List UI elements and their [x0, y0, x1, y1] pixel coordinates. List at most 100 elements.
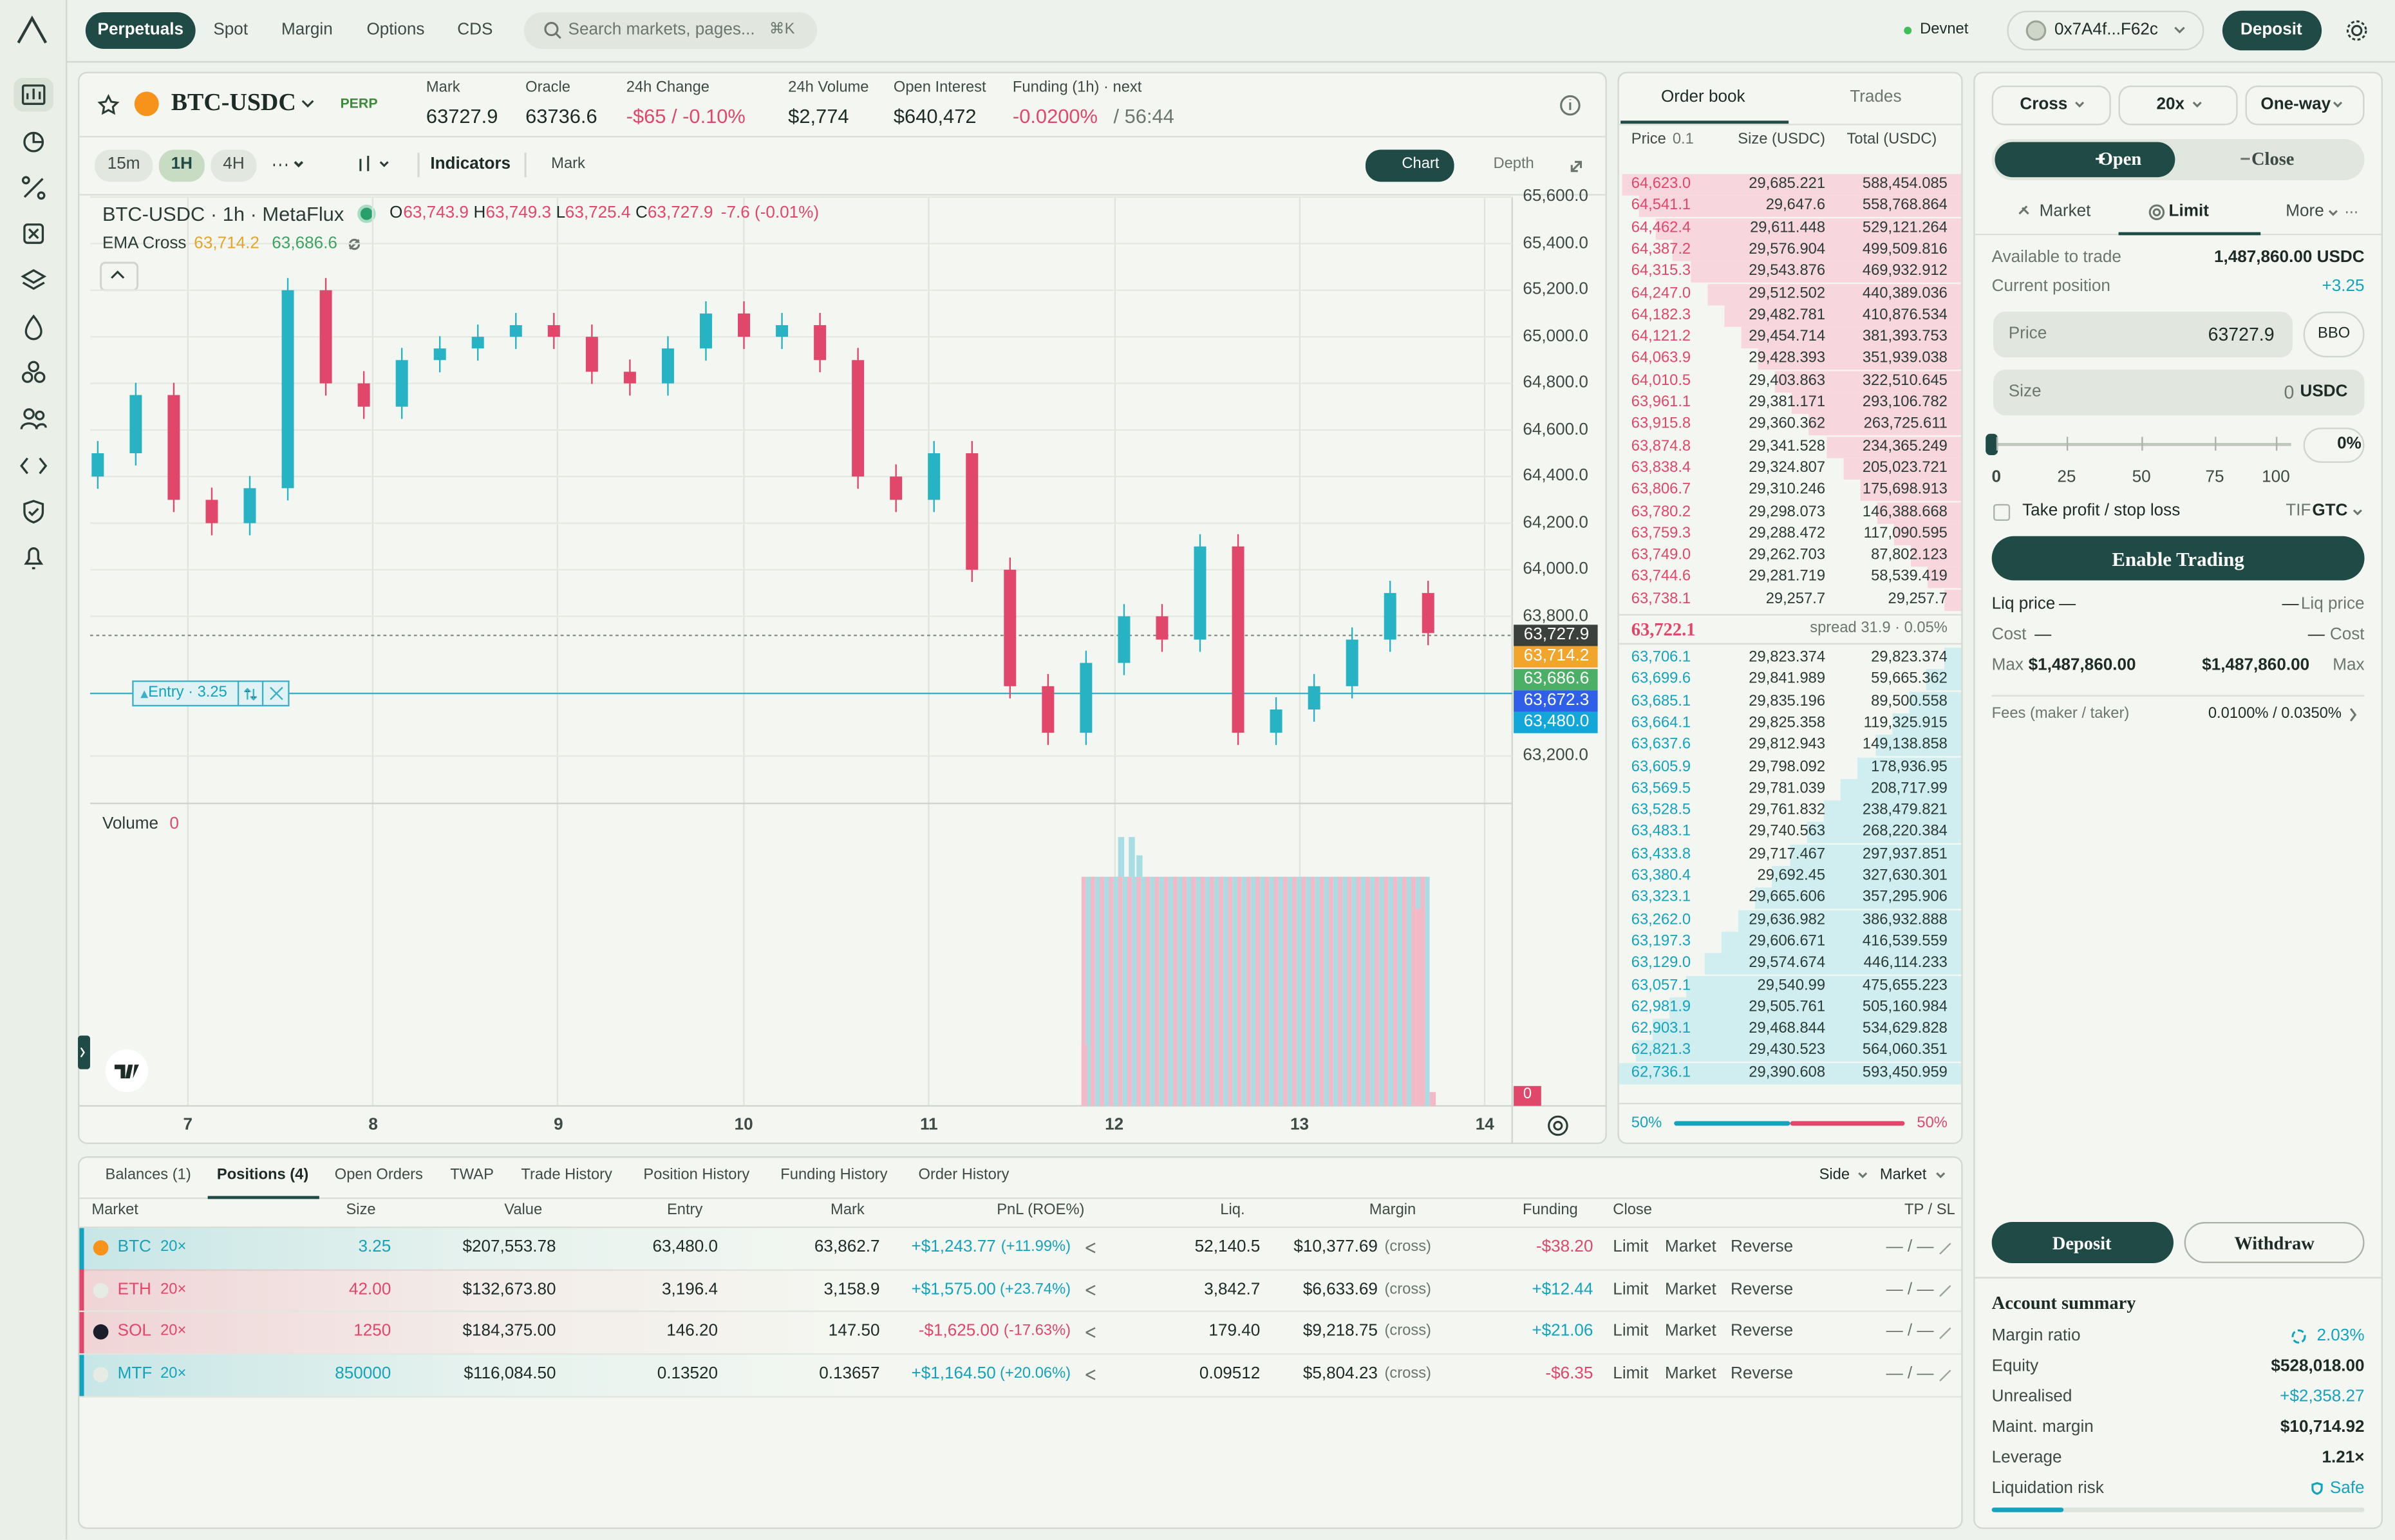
book-total: 327,630.301 [1862, 867, 1948, 885]
y-tick-label: 64,400.0 [1523, 466, 1588, 485]
entry-label: Entry · 3.25 [148, 684, 227, 701]
deposit-button[interactable] [2222, 10, 2322, 51]
entry: 3,196.4 [661, 1280, 718, 1299]
depth-bar [1789, 844, 1962, 866]
select[interactable] [1991, 85, 2111, 126]
edit-icon [1939, 1369, 1951, 1382]
tp-sl: — / — [1886, 1280, 1934, 1299]
price-input[interactable] [1993, 311, 2293, 358]
book-price: 63,262.0 [1631, 911, 1691, 928]
value: $116,084.50 [464, 1365, 556, 1384]
candle-body [1232, 546, 1244, 733]
deposit-button[interactable] [1991, 1221, 2174, 1264]
price-tag [1514, 668, 1598, 690]
y-tick-label: 64,200.0 [1523, 513, 1588, 532]
depth-bar [1724, 305, 1962, 327]
price-tag-label: 63,714.2 [1523, 647, 1590, 666]
slider-mark: 25 [2057, 468, 2076, 487]
tab-active[interactable] [85, 12, 196, 49]
action[interactable]: Reverse [1730, 1322, 1794, 1341]
order-type: More [2286, 202, 2324, 221]
available-label: Available to trade [1991, 248, 2121, 267]
bbo-label: BBO [2318, 325, 2351, 343]
positions-tab: Order History [918, 1167, 1010, 1184]
account-value: 2.03% [2316, 1326, 2365, 1345]
book-total: 238,479.821 [1862, 802, 1948, 819]
volume-value: 0 [169, 814, 179, 834]
checkbox[interactable] [1993, 503, 2011, 521]
book-size: 29,360.362 [1749, 416, 1826, 433]
edit-icon [1939, 1327, 1951, 1340]
open-button[interactable] [1995, 142, 2175, 178]
chart-button[interactable] [1365, 149, 1454, 182]
search-box[interactable] [523, 12, 818, 49]
volume-bars [1081, 837, 1436, 1106]
ohlc-key: C [635, 203, 648, 223]
action[interactable]: Reverse [1730, 1365, 1794, 1384]
positions-tab: Open Orders [334, 1167, 423, 1184]
cost-label: Cost [1991, 625, 2027, 644]
action[interactable]: Reverse [1730, 1280, 1794, 1299]
share-bar-bid [1674, 1121, 1790, 1126]
book-price: 63,664.1 [1631, 715, 1691, 732]
column-header: Market [91, 1202, 138, 1219]
select[interactable] [2118, 85, 2238, 126]
leverage: 20× [160, 1323, 187, 1340]
depth-bar [1877, 502, 1962, 523]
size-input[interactable] [1993, 370, 2365, 416]
depth-bar [1687, 975, 1962, 997]
interval-active[interactable] [158, 149, 205, 182]
wallet-pill[interactable] [2007, 10, 2204, 51]
book-size: 29,403.863 [1749, 372, 1826, 390]
interval-pill[interactable] [95, 149, 153, 182]
action[interactable]: Market [1664, 1280, 1716, 1299]
candle-body [243, 488, 256, 523]
wallet: 0x7A4f...F62c [2054, 21, 2158, 39]
book-size: 29,390.608 [1749, 1064, 1826, 1081]
action[interactable]: Limit [1613, 1322, 1649, 1341]
candle-body [471, 337, 484, 349]
interval-pill[interactable] [211, 149, 257, 182]
liquidation-price: 179.40 [1208, 1322, 1261, 1341]
max-value: $1,487,860.00 [2028, 655, 2136, 675]
margin: $9,218.75 [1302, 1322, 1378, 1341]
select[interactable] [2245, 85, 2365, 126]
positions-tab-underline [207, 1196, 319, 1199]
enable-button[interactable] [1991, 536, 2365, 581]
action[interactable]: Limit [1613, 1280, 1649, 1299]
book-size: 29,468.844 [1749, 1020, 1826, 1038]
account-value: Safe [2329, 1479, 2365, 1498]
action[interactable]: Limit [1613, 1237, 1649, 1257]
book-price: 62,903.1 [1631, 1020, 1691, 1038]
book-total: 178,936.95 [1871, 758, 1948, 776]
depth-bar [1707, 283, 1962, 305]
action[interactable]: Market [1664, 1365, 1716, 1384]
slider-thumb[interactable] [1986, 433, 1998, 455]
action[interactable]: Market [1664, 1322, 1716, 1341]
size-label: Size [2008, 382, 2042, 401]
order-type-underline [2118, 232, 2261, 236]
risk-bar-fill [1991, 1507, 2064, 1512]
stat-value: 63736.6 [525, 104, 597, 128]
book-total: 469,932.912 [1862, 263, 1948, 280]
book-size: 29,341.528 [1749, 437, 1826, 455]
x-tick-label: 9 [554, 1116, 563, 1134]
book-size: 29,324.807 [1749, 459, 1826, 476]
action[interactable]: Reverse [1730, 1237, 1794, 1257]
action[interactable]: Market [1664, 1237, 1716, 1257]
leverage: 20× [160, 1366, 187, 1383]
cost-label: Cost [2329, 625, 2365, 644]
slider-mark: 0 [1991, 468, 2002, 487]
depth-bar [1823, 800, 1962, 822]
action[interactable]: Limit [1613, 1365, 1649, 1384]
depth-bar [1772, 866, 1962, 888]
depth-bar [1809, 414, 1962, 436]
book-price: 63,685.1 [1631, 693, 1691, 710]
withdraw-button[interactable] [2184, 1221, 2365, 1264]
column-header: Liq. [1220, 1202, 1245, 1219]
bbo-button[interactable] [2303, 311, 2365, 358]
book-size: 29,761.832 [1749, 802, 1826, 819]
percent-input[interactable] [2303, 427, 2365, 463]
mark: 63,862.7 [814, 1237, 880, 1257]
